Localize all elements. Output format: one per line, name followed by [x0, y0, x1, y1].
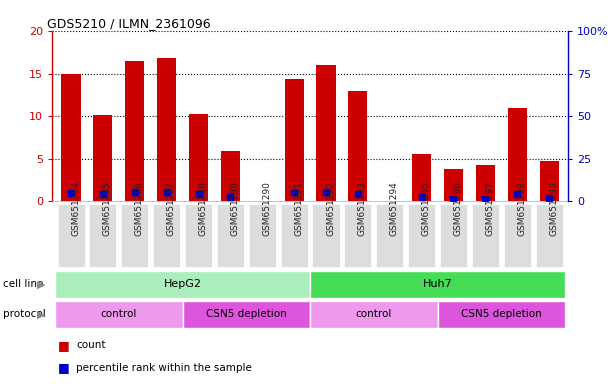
FancyBboxPatch shape: [345, 204, 371, 267]
Text: percentile rank within the sample: percentile rank within the sample: [76, 362, 252, 372]
FancyBboxPatch shape: [55, 301, 183, 328]
Text: GSM651284: GSM651284: [71, 181, 80, 236]
Text: GSM651289: GSM651289: [230, 181, 240, 236]
Bar: [316, 65, 335, 201]
Text: GDS5210 / ILMN_2361096: GDS5210 / ILMN_2361096: [47, 17, 210, 30]
FancyBboxPatch shape: [183, 301, 310, 328]
FancyBboxPatch shape: [249, 204, 276, 267]
FancyBboxPatch shape: [408, 204, 435, 267]
FancyBboxPatch shape: [440, 204, 467, 267]
FancyBboxPatch shape: [185, 204, 212, 267]
Text: GSM651296: GSM651296: [453, 181, 463, 236]
Bar: [62, 74, 81, 201]
FancyBboxPatch shape: [472, 204, 499, 267]
Bar: [157, 58, 176, 201]
Text: protocol: protocol: [3, 309, 46, 319]
FancyBboxPatch shape: [310, 301, 437, 328]
Text: GSM651290: GSM651290: [262, 181, 271, 236]
Text: GSM651286: GSM651286: [135, 181, 144, 236]
Text: GSM651294: GSM651294: [390, 181, 399, 236]
Text: GSM651297: GSM651297: [485, 181, 494, 236]
FancyBboxPatch shape: [376, 204, 403, 267]
FancyBboxPatch shape: [280, 204, 308, 267]
FancyBboxPatch shape: [310, 271, 565, 298]
FancyBboxPatch shape: [217, 204, 244, 267]
Text: control: control: [356, 309, 392, 319]
Text: GSM651287: GSM651287: [167, 181, 176, 236]
Bar: [476, 165, 495, 201]
FancyBboxPatch shape: [503, 204, 531, 267]
Text: HepG2: HepG2: [164, 279, 202, 289]
FancyBboxPatch shape: [89, 204, 117, 267]
Text: ■: ■: [58, 339, 70, 352]
Bar: [285, 79, 304, 201]
Bar: [189, 114, 208, 201]
Text: GSM651291: GSM651291: [294, 181, 303, 236]
Bar: [125, 61, 144, 201]
Text: control: control: [101, 309, 137, 319]
Text: CSN5 depletion: CSN5 depletion: [461, 309, 542, 319]
FancyBboxPatch shape: [121, 204, 148, 267]
Text: GSM651292: GSM651292: [326, 181, 335, 236]
Bar: [508, 108, 527, 201]
FancyBboxPatch shape: [153, 204, 180, 267]
Text: ▶: ▶: [37, 309, 45, 319]
Text: count: count: [76, 340, 106, 350]
Text: GSM651293: GSM651293: [358, 181, 367, 236]
Bar: [412, 154, 431, 201]
Text: Huh7: Huh7: [423, 279, 452, 289]
Text: GSM651298: GSM651298: [518, 181, 526, 236]
FancyBboxPatch shape: [312, 204, 340, 267]
FancyBboxPatch shape: [437, 301, 565, 328]
Bar: [444, 169, 463, 201]
Text: GSM651288: GSM651288: [199, 181, 208, 236]
Bar: [348, 91, 367, 201]
Text: CSN5 depletion: CSN5 depletion: [206, 309, 287, 319]
Text: GSM651299: GSM651299: [549, 181, 558, 236]
Text: GSM651295: GSM651295: [422, 181, 431, 236]
FancyBboxPatch shape: [536, 204, 563, 267]
Text: cell line: cell line: [3, 279, 43, 289]
Bar: [93, 115, 112, 201]
FancyBboxPatch shape: [57, 204, 84, 267]
Text: ▶: ▶: [37, 279, 45, 289]
FancyBboxPatch shape: [55, 271, 310, 298]
Text: GSM651285: GSM651285: [103, 181, 112, 236]
Text: ■: ■: [58, 361, 70, 374]
Bar: [221, 151, 240, 201]
Bar: [540, 161, 558, 201]
